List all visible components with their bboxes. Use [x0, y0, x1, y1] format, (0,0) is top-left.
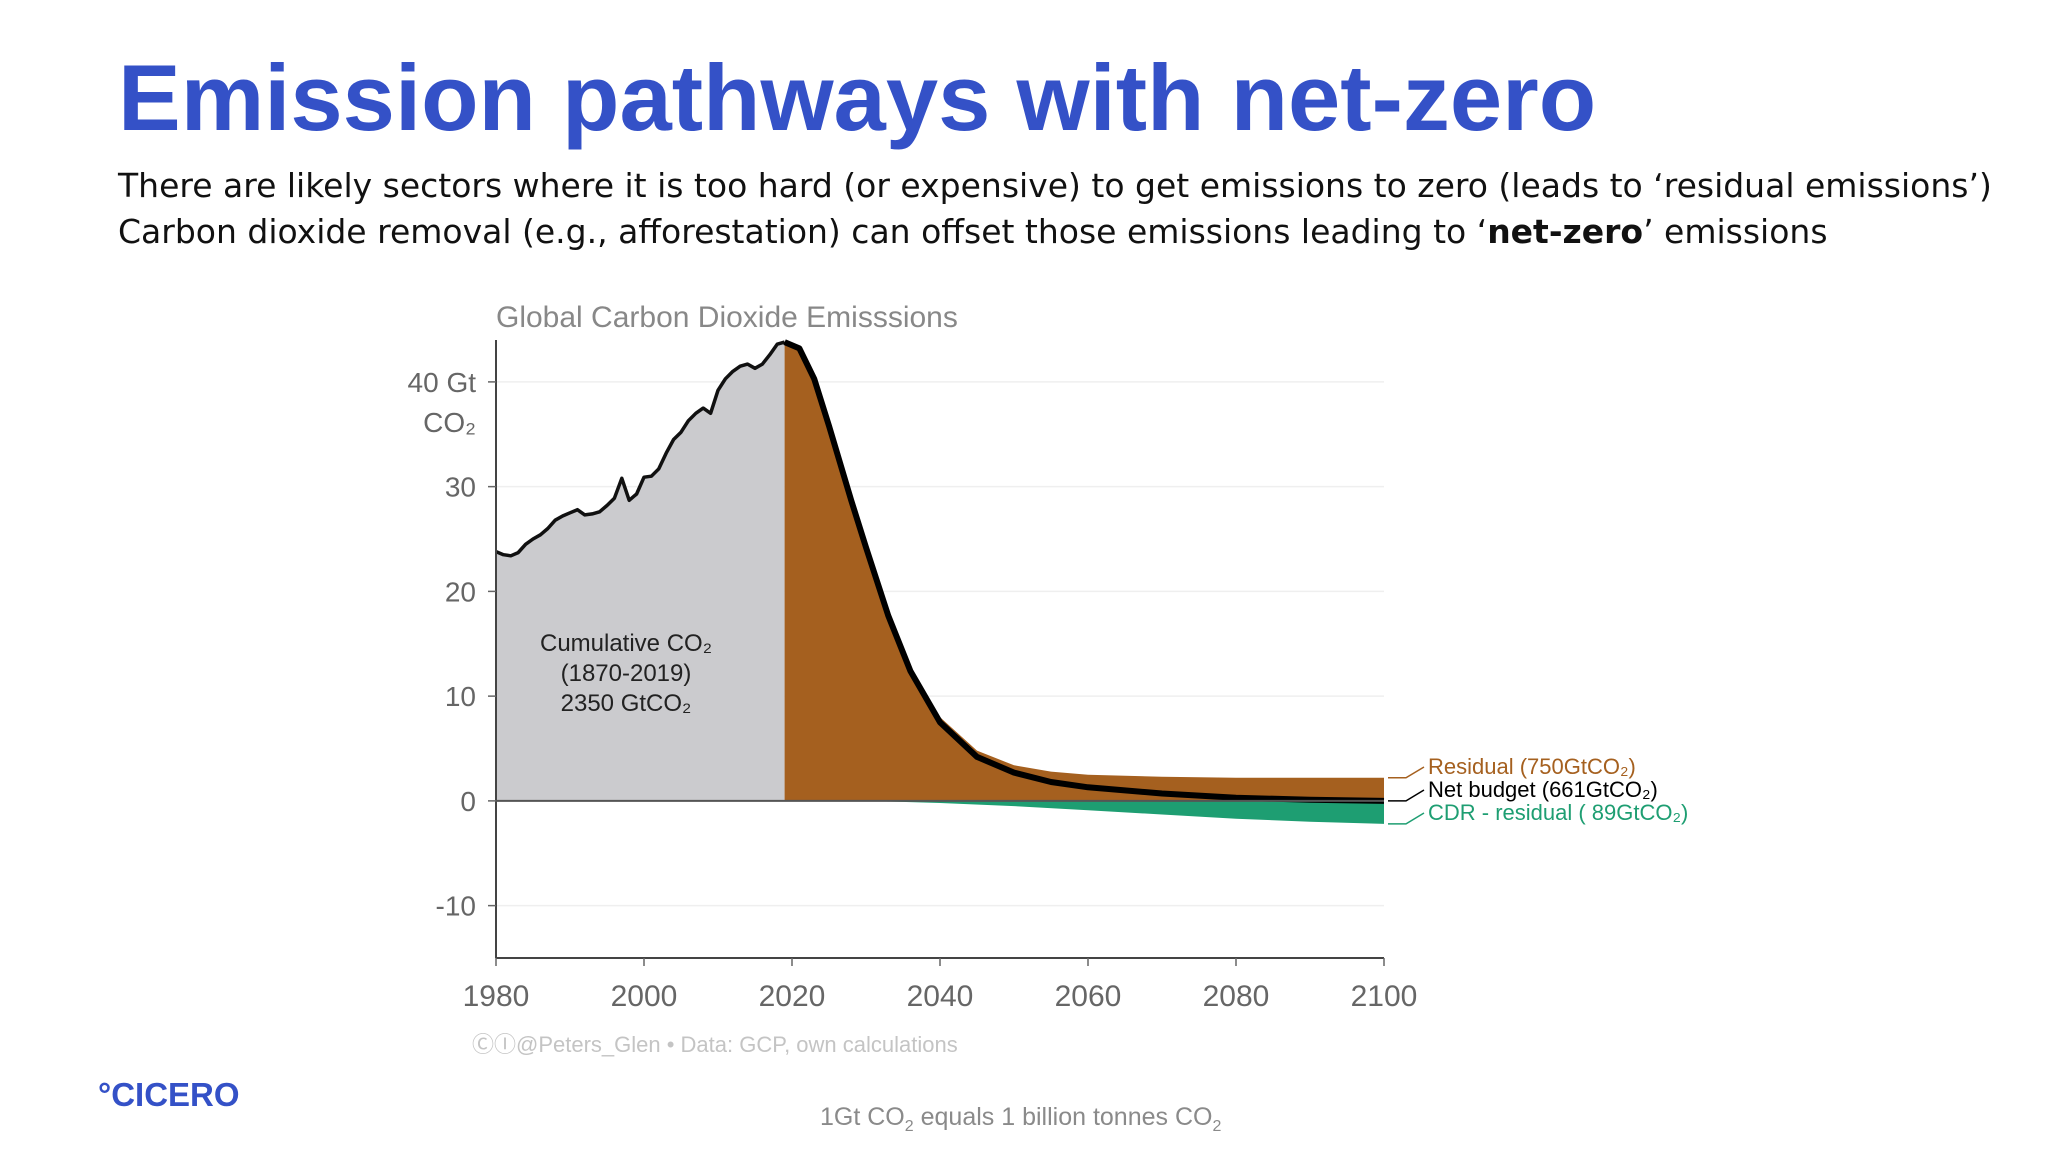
- chart-legend: Residual (750GtCO₂)Net budget (661GtCO₂)…: [1388, 754, 1688, 825]
- footnote-sub-2: 2: [1212, 1118, 1222, 1135]
- legend-label-cdr: CDR - residual ( 89GtCO₂): [1428, 800, 1688, 825]
- x-tick-label-2020: 2020: [759, 980, 826, 1013]
- chart-title: Global Carbon Dioxide Emisssions: [496, 301, 958, 334]
- subtitle-net-zero-bold: net-zero: [1487, 212, 1644, 251]
- residual-area: [784, 342, 1384, 801]
- legend-label-residual: Residual (750GtCO₂): [1428, 754, 1636, 779]
- cumulative-annotation: Cumulative CO₂ (1870-2019) 2350 GtCO₂: [540, 630, 712, 717]
- legend-leader-net: [1388, 789, 1425, 802]
- y-tick-label-40: 40 Gt: [408, 367, 477, 398]
- historical-line: [495, 340, 786, 558]
- x-tick-labels: 1980 2000 2020 2040 2060 2080 2100: [463, 958, 1418, 1013]
- footnote: 1Gt CO2 equals 1 billion tonnes CO2: [820, 1103, 1221, 1136]
- subtitle-line-2-end: ’ emissions: [1643, 212, 1828, 251]
- subtitle-line-2-start: Carbon dioxide removal (e.g., afforestat…: [118, 212, 1488, 251]
- y-tick-label--10: -10: [436, 891, 476, 922]
- slide-title: Emission pathways with net-zero: [118, 45, 1597, 150]
- y-tick-label-30: 30: [445, 472, 476, 503]
- historical-area: [496, 342, 785, 801]
- chart-areas: [495, 339, 1385, 824]
- x-tick-label-2000: 2000: [611, 980, 678, 1013]
- chart-credit: ⒸⒾ@Peters_Glen • Data: GCP, own calculat…: [472, 1032, 958, 1057]
- footnote-sub-1: 2: [904, 1118, 914, 1135]
- cicero-logo: °CICERO: [98, 1076, 240, 1113]
- annotation-line-2: (1870-2019): [561, 660, 692, 687]
- footnote-part-1: 1Gt CO: [820, 1103, 905, 1131]
- legend-leader-cdr: [1388, 812, 1425, 825]
- x-tick-label-2060: 2060: [1055, 980, 1122, 1013]
- x-tick-label-2080: 2080: [1203, 980, 1270, 1013]
- x-tick-label-2100: 2100: [1351, 980, 1418, 1013]
- footnote-part-2: equals 1 billion tonnes CO: [913, 1103, 1213, 1131]
- annotation-line-3: 2350 GtCO₂: [561, 690, 692, 717]
- y-tick-label-10: 10: [445, 681, 476, 712]
- x-tick-label-2040: 2040: [907, 980, 974, 1013]
- y-tick-label-0: 0: [460, 786, 476, 817]
- annotation-line-1: Cumulative CO₂: [540, 630, 712, 657]
- cdr-area: [866, 800, 1384, 824]
- subtitle-line-2: Carbon dioxide removal (e.g., afforestat…: [118, 212, 1828, 251]
- x-tick-label-1980: 1980: [463, 980, 530, 1013]
- subtitle-line-1: There are likely sectors where it is too…: [118, 166, 1992, 205]
- y-unit-label: CO₂: [423, 407, 476, 438]
- y-tick-labels: 40 Gt 30 20 10 0 -10: [408, 367, 496, 922]
- y-tick-label-20: 20: [445, 576, 476, 607]
- net-budget-line: [783, 339, 1385, 804]
- legend-leader-residual: [1388, 766, 1425, 779]
- legend-label-net: Net budget (661GtCO₂): [1428, 777, 1658, 802]
